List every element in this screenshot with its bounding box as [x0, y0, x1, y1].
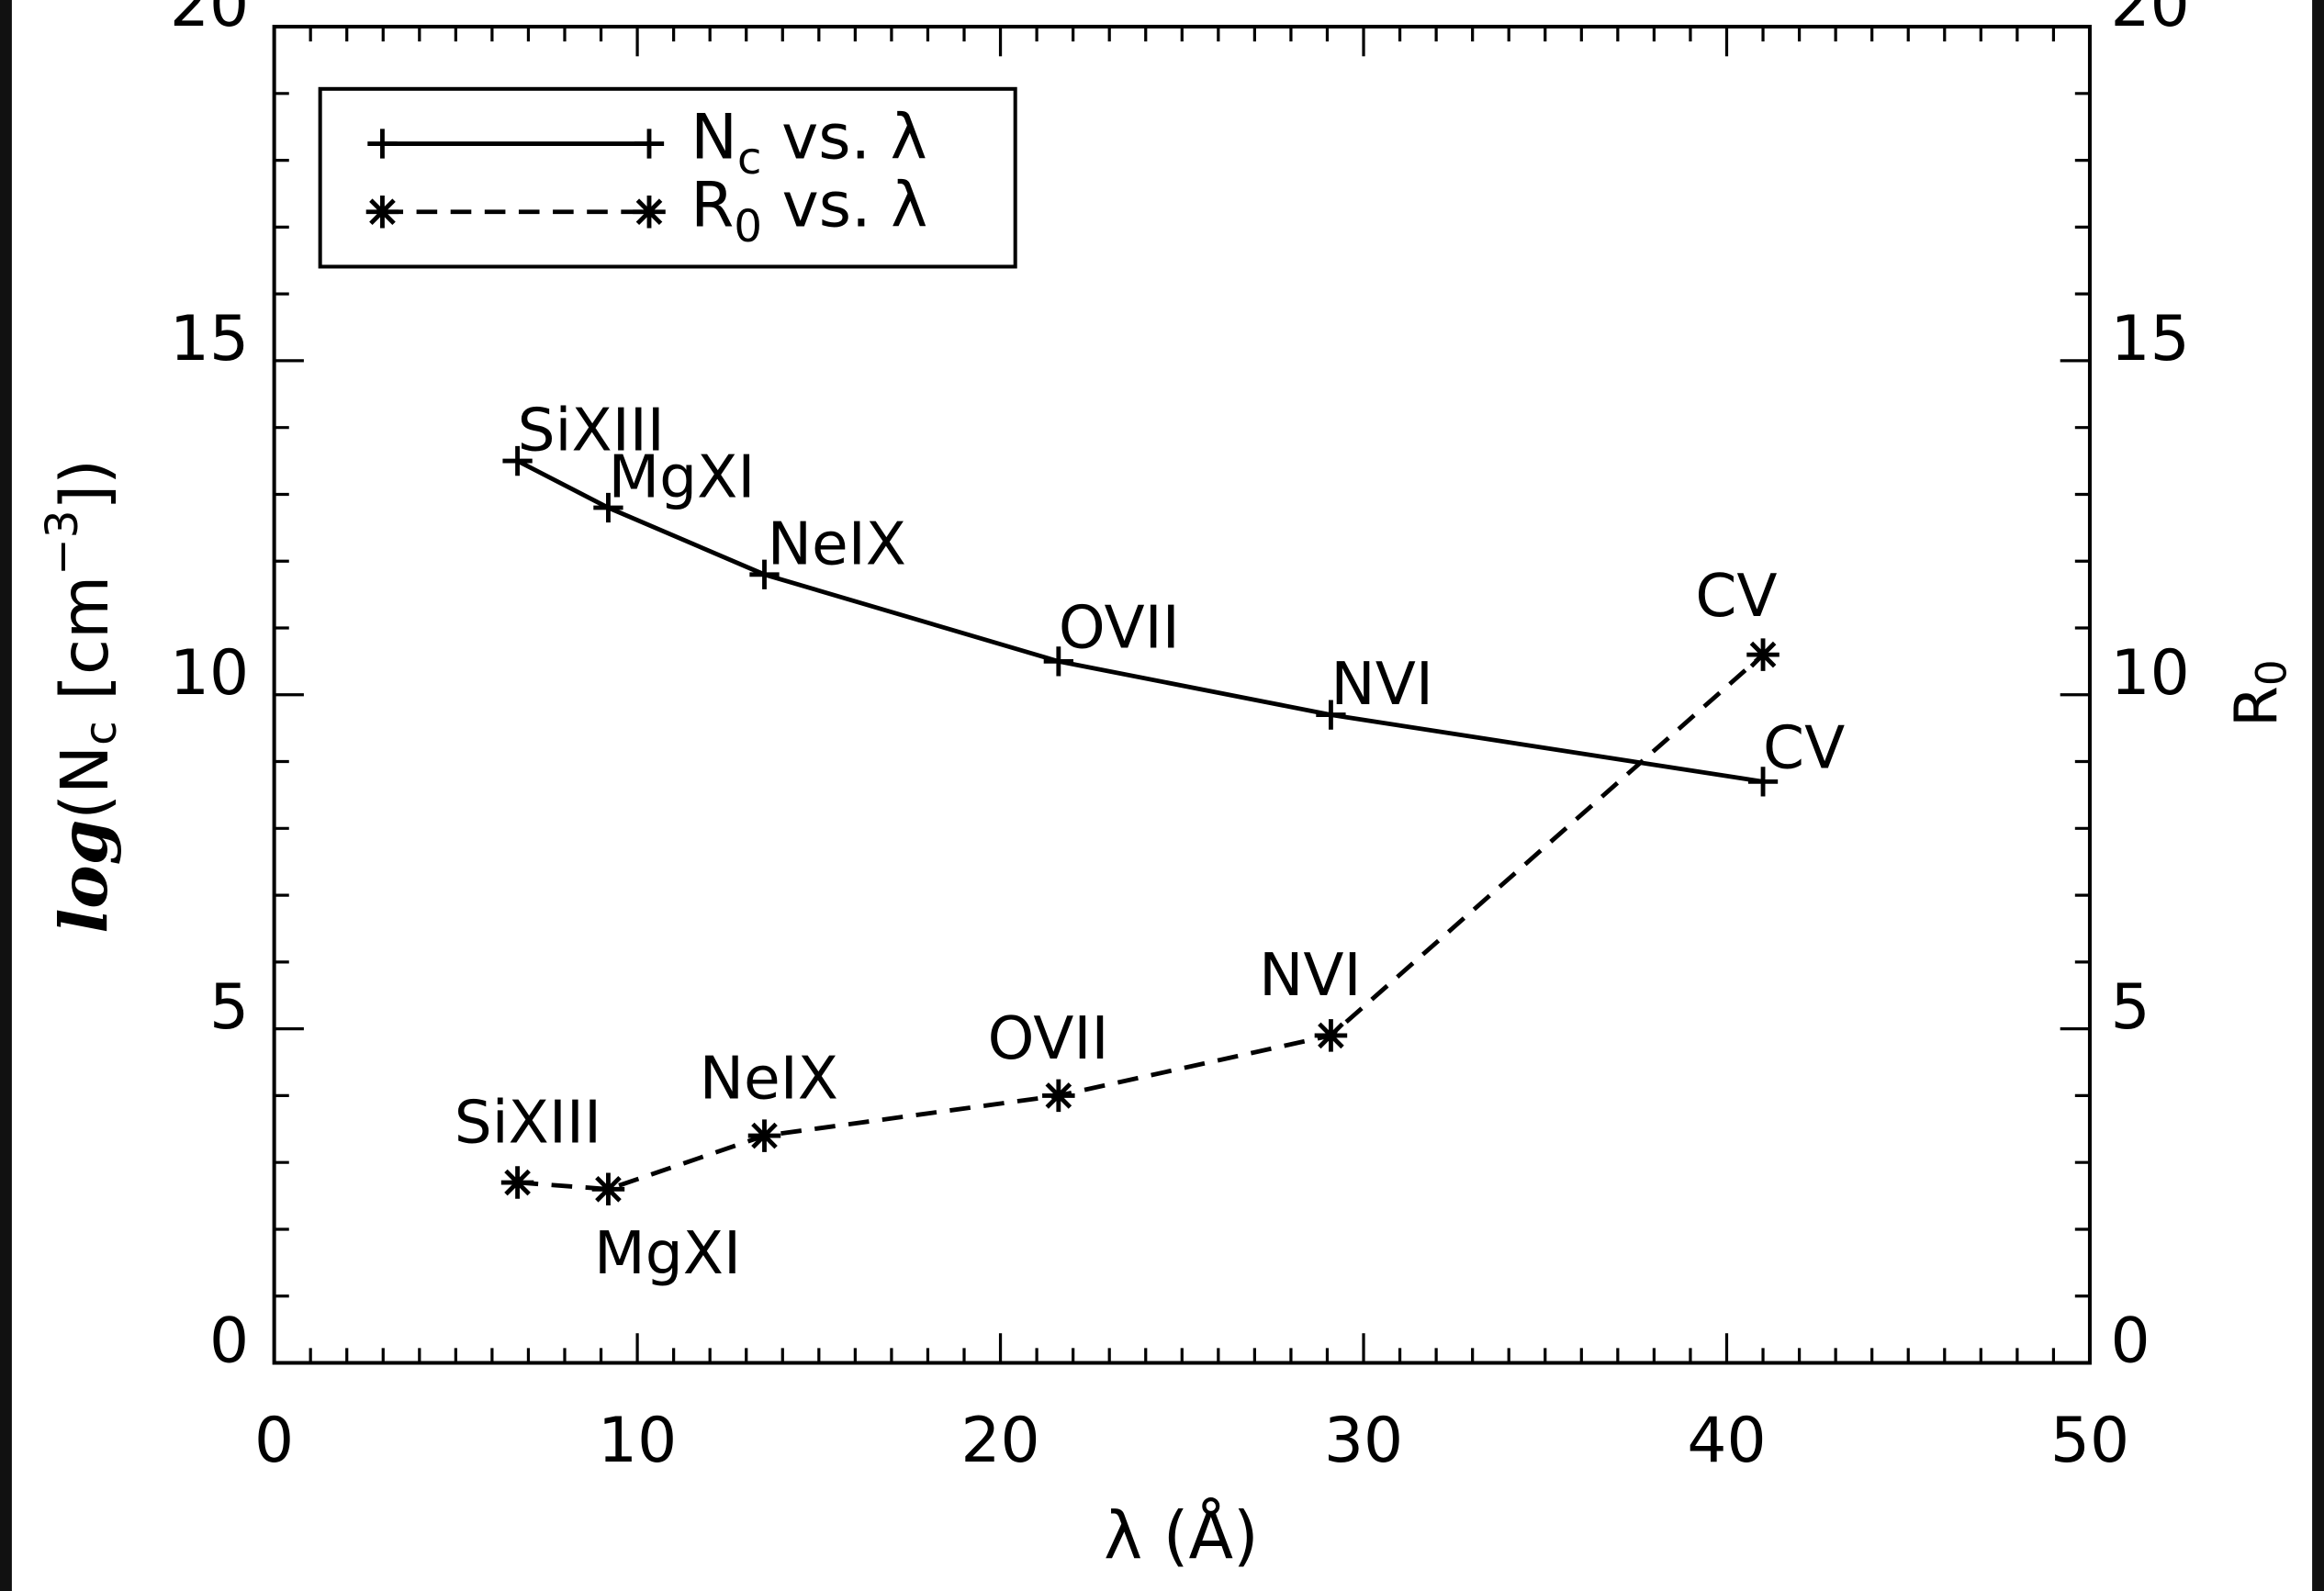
- y-tick-label: 15: [170, 302, 249, 375]
- y-label-part: log: [44, 820, 121, 934]
- legend-label: Nc vs. λ: [690, 100, 927, 185]
- x-tick-label: 0: [254, 1404, 294, 1476]
- legend-label: R0 vs. λ: [690, 168, 927, 252]
- y2-tick-label: 10: [2111, 636, 2190, 709]
- point-label: OVII: [988, 1004, 1109, 1073]
- y2-label-part: R: [2222, 686, 2291, 727]
- x-axis-label: λ (Å): [1104, 1498, 1259, 1574]
- data-marker: [502, 445, 533, 476]
- legend-box: [318, 86, 1017, 269]
- y2-tick-label: 5: [2111, 970, 2150, 1043]
- point-label: NVI: [1259, 941, 1362, 1010]
- y2-label-part: 0: [2248, 659, 2296, 686]
- point-label: OVII: [1059, 594, 1180, 663]
- legend-marker: [367, 129, 665, 159]
- y-label-part: (N: [46, 745, 122, 820]
- legend-marker: [365, 195, 666, 229]
- x-tick-label: 20: [960, 1404, 1039, 1476]
- legend-label-part: N: [690, 100, 737, 173]
- point-label: SiXIII: [518, 397, 665, 465]
- y-axis-label: log(Nc [cm−3]): [37, 459, 127, 934]
- point-label: NVI: [1330, 650, 1433, 719]
- data-marker: [593, 492, 623, 523]
- y-tick-label: 0: [209, 1305, 249, 1377]
- legend-label-part: vs. λ: [762, 168, 927, 241]
- y2-tick-label: 20: [2111, 0, 2190, 40]
- point-label: MgXI: [608, 443, 755, 512]
- y-tick-label: 10: [170, 636, 249, 709]
- data-marker: [749, 559, 780, 589]
- data-marker: [500, 1166, 534, 1199]
- data-marker: [1042, 1079, 1075, 1113]
- point-label: SiXIII: [455, 1088, 601, 1157]
- data-marker: [1314, 1019, 1348, 1052]
- point-label: CV: [1763, 714, 1845, 783]
- point-label: CV: [1695, 562, 1777, 631]
- y-label-part: [cm: [46, 576, 122, 721]
- legend-label-part: vs. λ: [762, 100, 927, 173]
- x-tick-label: 40: [1687, 1404, 1766, 1476]
- x-tick-label: 30: [1324, 1404, 1403, 1476]
- y2-tick-label: 0: [2111, 1305, 2150, 1377]
- x-tick-label: 10: [598, 1404, 677, 1476]
- y-label-part: −3: [37, 510, 88, 576]
- point-label: MgXI: [594, 1219, 741, 1288]
- data-marker: [1747, 767, 1779, 797]
- series-line: [516, 458, 1764, 784]
- y2-axis-label: R0: [2222, 659, 2296, 727]
- data-marker: [1043, 646, 1073, 677]
- data-marker: [591, 1172, 625, 1206]
- point-label: NeIX: [768, 510, 906, 578]
- data-marker: [747, 1119, 781, 1152]
- y-tick-label: 20: [170, 0, 249, 40]
- y-label-part: c: [75, 721, 127, 745]
- legend-label-part: c: [737, 133, 762, 185]
- y2-tick-label: 15: [2111, 302, 2190, 375]
- x-tick-label: 50: [2050, 1404, 2129, 1476]
- legend-label-part: 0: [734, 201, 762, 252]
- y-label-part: ]): [46, 459, 122, 510]
- legend-label-part: R: [690, 168, 734, 241]
- data-marker: [1746, 638, 1779, 671]
- point-label: NeIX: [700, 1045, 838, 1114]
- y-tick-label: 5: [209, 970, 249, 1043]
- data-marker: [1316, 700, 1346, 730]
